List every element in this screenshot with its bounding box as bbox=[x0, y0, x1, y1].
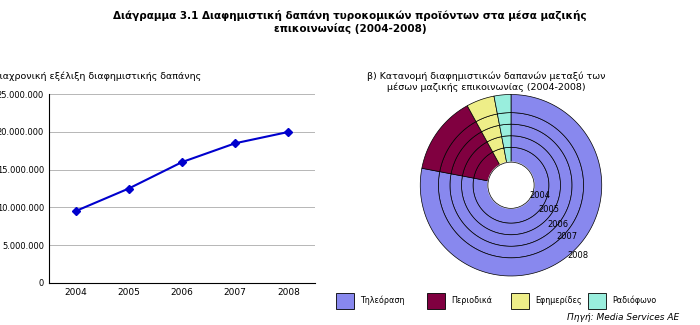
Text: Τηλεόραση: Τηλεόραση bbox=[360, 296, 405, 306]
Polygon shape bbox=[482, 125, 502, 142]
Polygon shape bbox=[498, 113, 511, 125]
Bar bbox=[511, 292, 528, 309]
Polygon shape bbox=[500, 124, 511, 136]
Text: Ραδιόφωνο: Ραδιόφωνο bbox=[612, 296, 657, 306]
Text: Περιοδικά: Περιοδικά bbox=[452, 296, 493, 305]
Polygon shape bbox=[502, 136, 511, 148]
Bar bbox=[427, 292, 444, 309]
Polygon shape bbox=[450, 124, 572, 246]
Polygon shape bbox=[493, 148, 507, 165]
Polygon shape bbox=[438, 113, 584, 258]
Polygon shape bbox=[468, 96, 498, 122]
Text: 2007: 2007 bbox=[556, 232, 577, 241]
Polygon shape bbox=[474, 152, 500, 181]
Text: α) Διαχρονική εξέλιξη διαφημιστικής δαπάνης: α) Διαχρονική εξέλιξη διαφημιστικής δαπά… bbox=[0, 72, 202, 81]
Polygon shape bbox=[440, 122, 482, 174]
Polygon shape bbox=[420, 95, 602, 276]
Polygon shape bbox=[494, 95, 511, 114]
Text: Εφημερίδες: Εφημερίδες bbox=[536, 296, 582, 305]
Polygon shape bbox=[487, 136, 504, 152]
Polygon shape bbox=[463, 142, 493, 178]
Polygon shape bbox=[504, 147, 511, 162]
Text: β) Κατανομή διαφημιστικών δαπανών μεταξύ των
μέσων μαζικής επικοινωνίας (2004-20: β) Κατανομή διαφημιστικών δαπανών μεταξύ… bbox=[368, 72, 606, 92]
Text: 2008: 2008 bbox=[567, 251, 588, 260]
Text: 2006: 2006 bbox=[547, 219, 568, 228]
Bar bbox=[336, 292, 354, 309]
Text: Πηγή: Media Services ΑΕ: Πηγή: Media Services ΑΕ bbox=[567, 313, 679, 322]
Text: 2005: 2005 bbox=[538, 205, 559, 214]
Polygon shape bbox=[473, 147, 549, 223]
Circle shape bbox=[488, 162, 534, 208]
Text: 2004: 2004 bbox=[529, 191, 550, 200]
Polygon shape bbox=[461, 136, 561, 235]
Polygon shape bbox=[476, 114, 500, 132]
Text: Διάγραμμα 3.1 Διαφημιστική δαπάνη τυροκομικών προϊόντων στα μέσα μαζικής
επικοιν: Διάγραμμα 3.1 Διαφημιστική δαπάνη τυροκο… bbox=[113, 10, 587, 33]
Polygon shape bbox=[422, 106, 476, 172]
Polygon shape bbox=[451, 132, 487, 176]
Bar bbox=[588, 292, 606, 309]
